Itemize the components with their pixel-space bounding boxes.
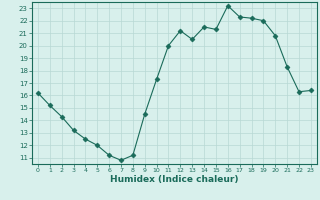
X-axis label: Humidex (Indice chaleur): Humidex (Indice chaleur): [110, 175, 239, 184]
